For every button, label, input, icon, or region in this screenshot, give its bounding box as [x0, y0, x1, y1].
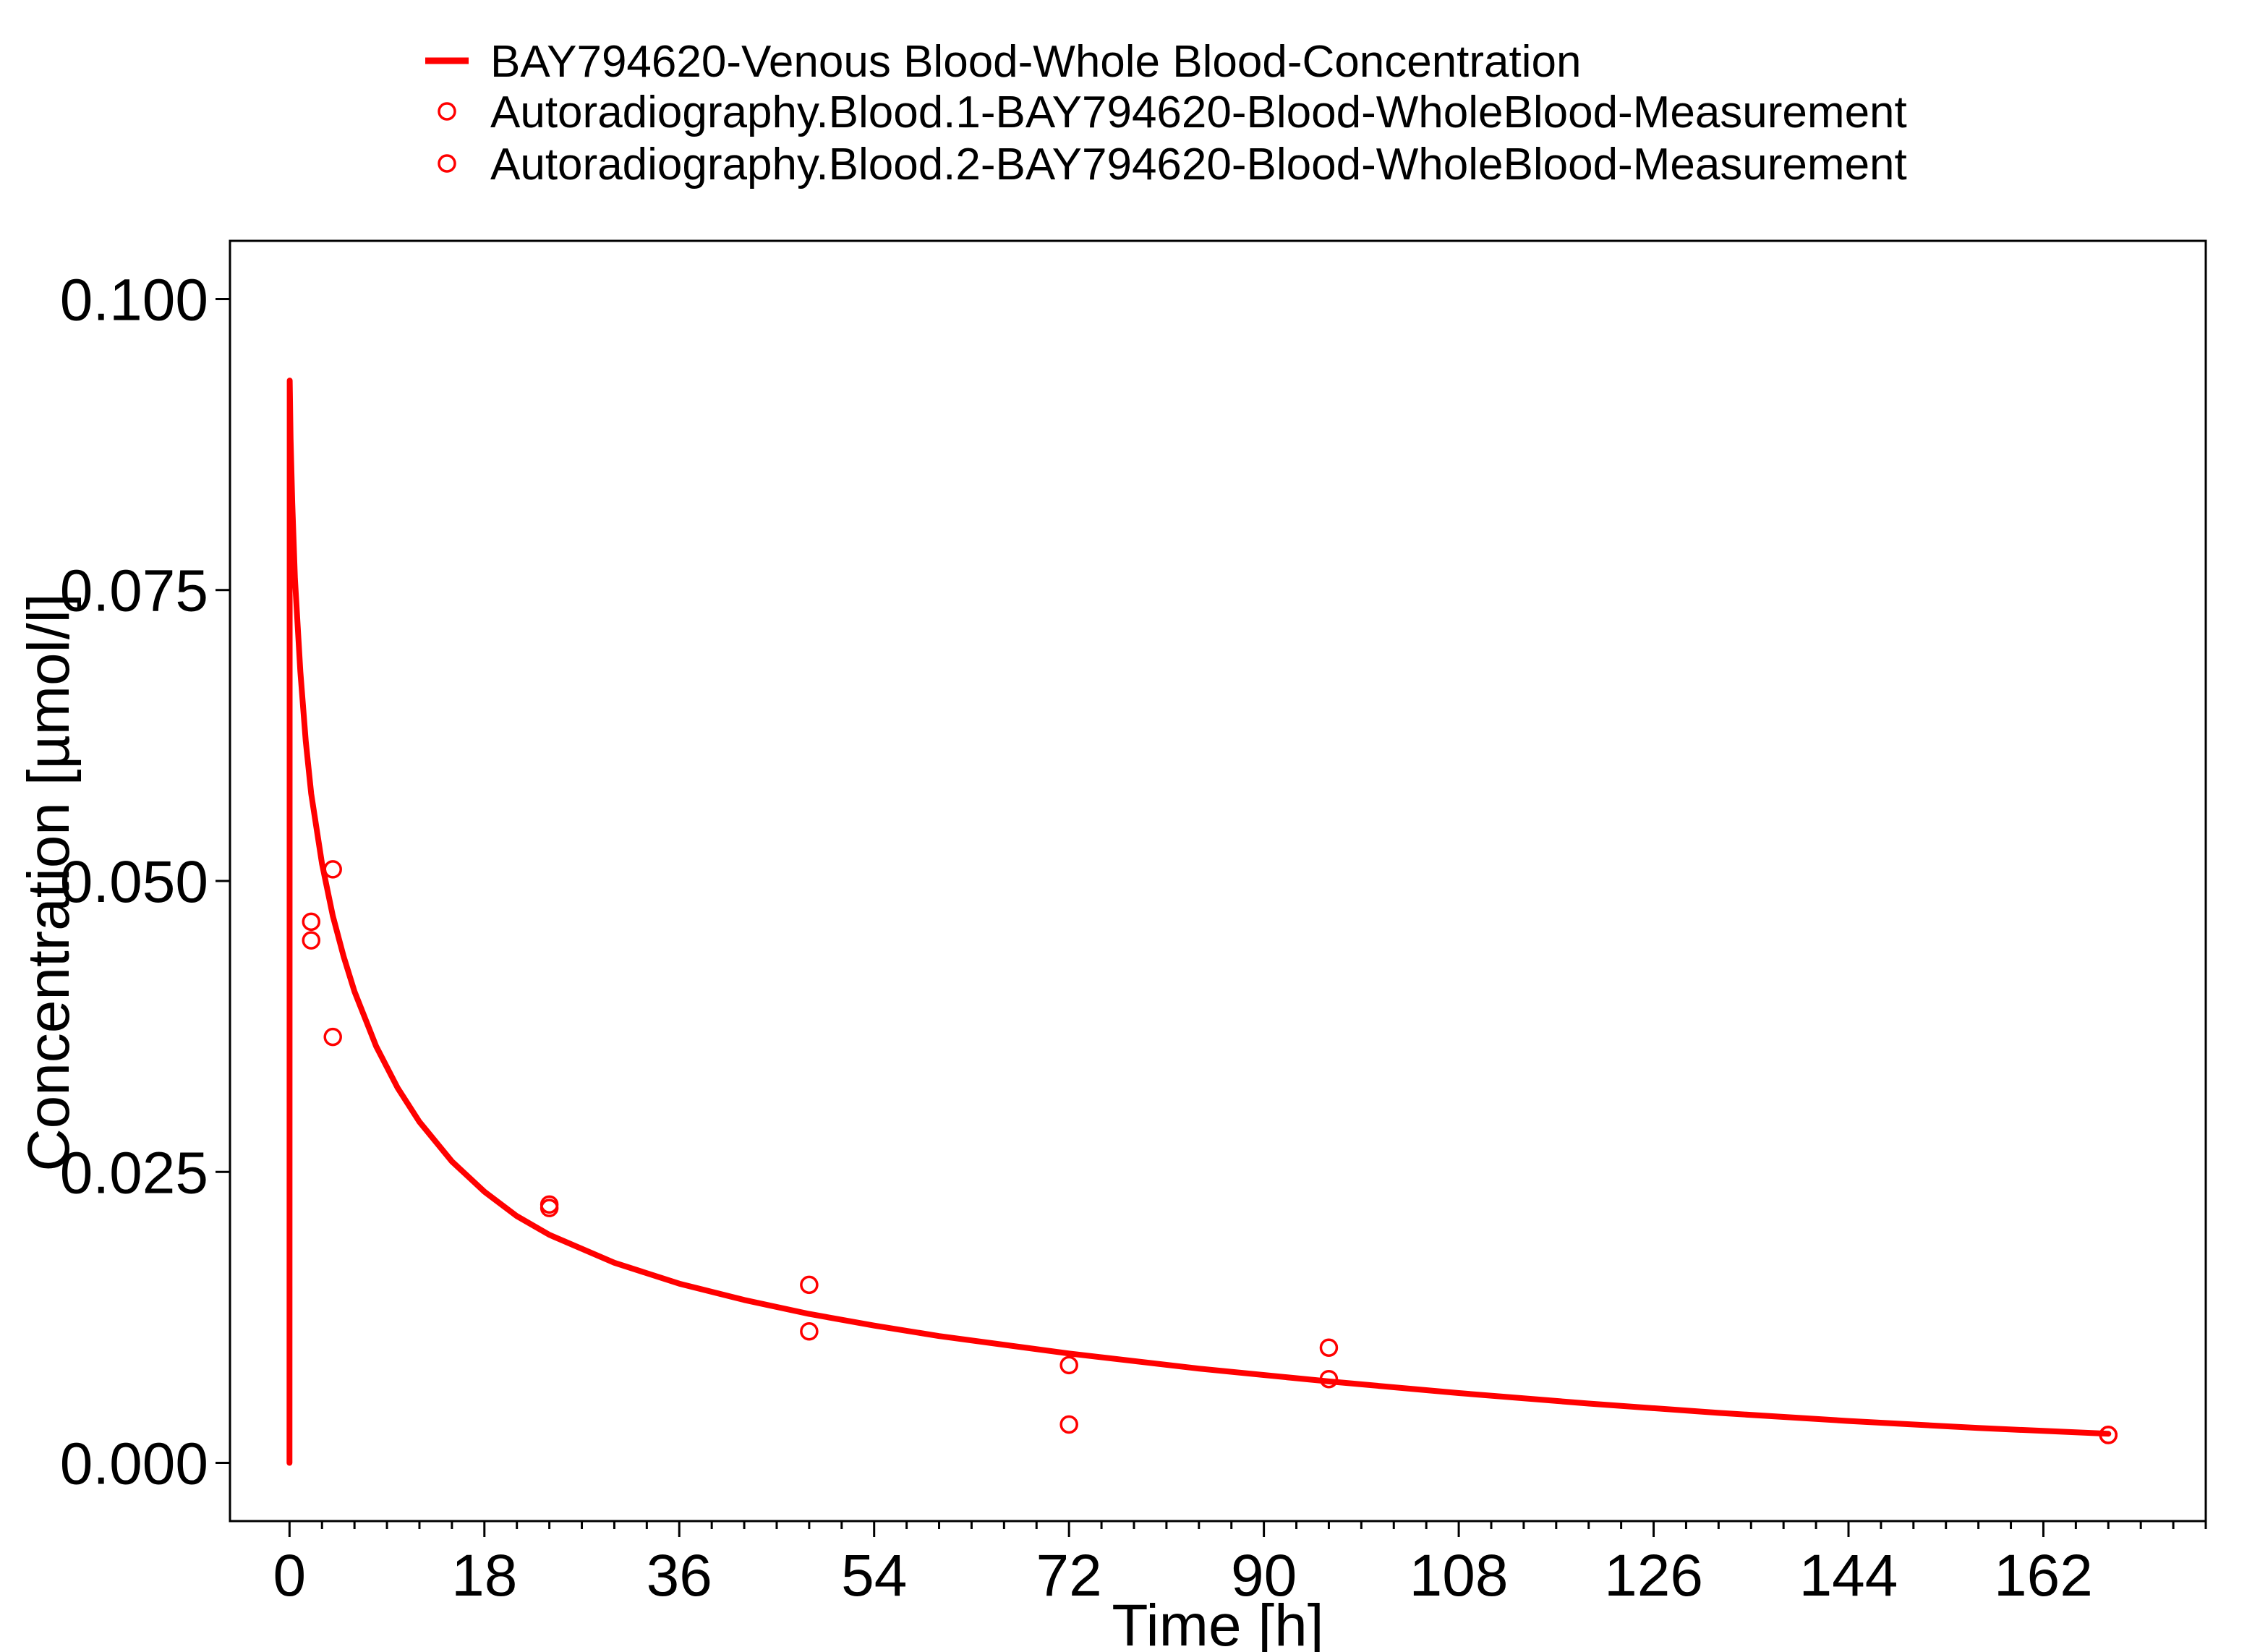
y-tick-label: 0.000: [60, 1431, 208, 1497]
data-point-blood-2: [1319, 1369, 1339, 1389]
data-point-blood-2: [323, 1027, 342, 1047]
legend-marker-blood-1: [438, 102, 456, 121]
x-tick-label: 126: [1604, 1543, 1703, 1609]
legend-label-blood-1: Autoradiography.Blood.1-BAY794620-Blood-…: [490, 88, 1907, 137]
y-tick-label: 0.075: [60, 558, 208, 624]
x-tick-label: 72: [1036, 1543, 1102, 1609]
x-tick-label: 54: [841, 1543, 907, 1609]
x-axis-title: Time [h]: [1112, 1593, 1323, 1652]
data-point-blood-1: [302, 912, 321, 932]
data-point-blood-2: [302, 931, 321, 950]
x-tick-label: 144: [1799, 1543, 1898, 1609]
data-point-blood-2: [2099, 1426, 2118, 1444]
legend-label-simulation: BAY794620-Venous Blood-Whole Blood-Conce…: [490, 37, 1582, 87]
y-tick-label: 0.025: [60, 1140, 208, 1206]
x-tick-label: 0: [273, 1543, 307, 1609]
y-axis-title: Concentration [µmol/l]: [16, 593, 82, 1171]
data-point-blood-1: [1059, 1355, 1078, 1375]
data-point-blood-1: [1319, 1338, 1339, 1357]
x-tick-label: 18: [451, 1543, 517, 1609]
data-point-blood-1: [323, 860, 342, 879]
data-point-blood-2: [1059, 1415, 1078, 1434]
y-axis: 0.000 0.025 0.050 0.075 0.100: [60, 267, 230, 1497]
series-layer: [286, 378, 2118, 1466]
x-tick-label: 108: [1410, 1543, 1509, 1609]
x-tick-label: 162: [1994, 1543, 2093, 1609]
data-point-blood-1: [800, 1275, 819, 1295]
series-line-simulation: [286, 378, 2112, 1466]
y-tick-label: 0.050: [60, 849, 208, 915]
x-axis: 0 18 36 54 72 90 108 126 144 162: [273, 1521, 2207, 1609]
legend: BAY794620-Venous Blood-Whole Blood-Conce…: [425, 37, 1907, 190]
x-tick-label: 90: [1231, 1543, 1297, 1609]
data-point-blood-2: [800, 1321, 819, 1341]
legend-label-blood-2: Autoradiography.Blood.2-BAY794620-Blood-…: [490, 140, 1907, 190]
y-tick-label: 0.100: [60, 267, 208, 333]
data-point-blood-2: [540, 1198, 559, 1217]
plot-panel: [229, 239, 2207, 1523]
legend-marker-blood-2: [438, 154, 456, 173]
x-tick-label: 36: [647, 1543, 712, 1609]
